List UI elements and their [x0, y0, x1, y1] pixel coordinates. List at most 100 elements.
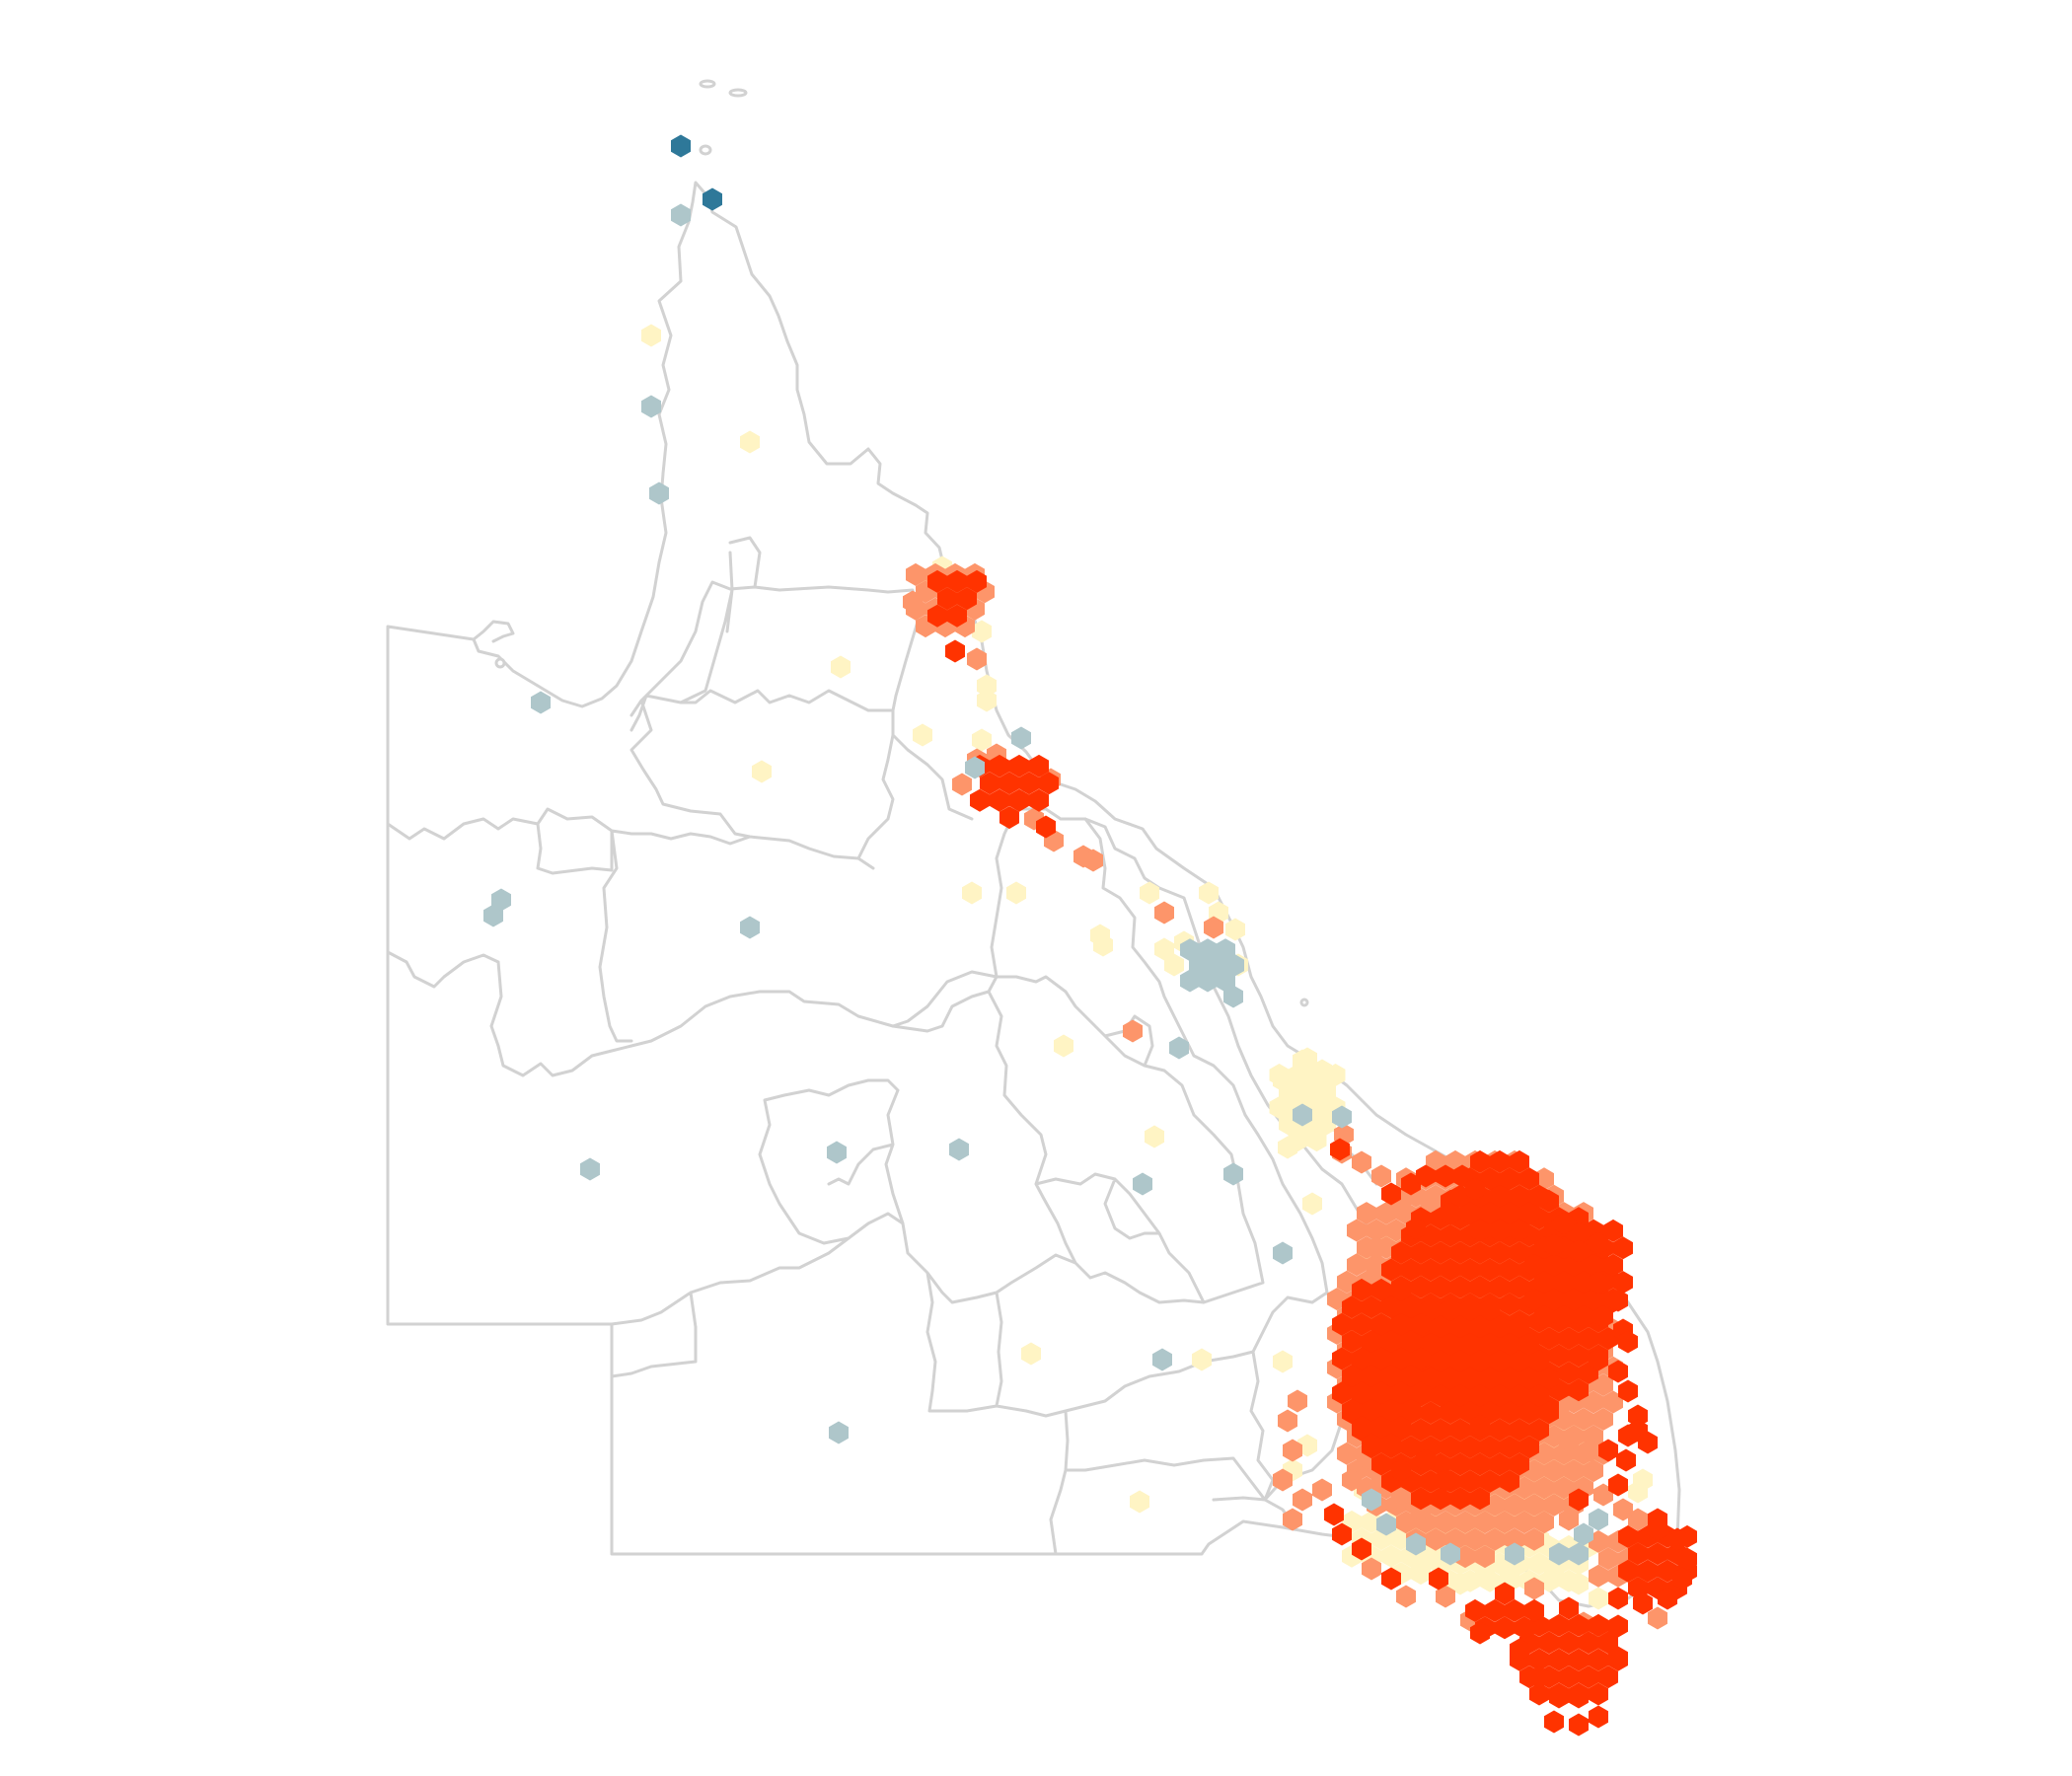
hexbin-red — [1569, 1378, 1589, 1402]
hexbin-salmon — [1564, 1459, 1584, 1483]
hexbin-red — [1667, 1527, 1687, 1551]
hexbin-cream — [1273, 1069, 1293, 1092]
hexbin-red — [1470, 1350, 1490, 1373]
hexbin-red — [990, 754, 1009, 777]
hexbin-red — [1534, 1271, 1554, 1295]
hexbin-red — [1584, 1253, 1603, 1277]
hexbin-red — [1371, 1452, 1391, 1476]
hexbin-red — [990, 788, 1009, 812]
hexbin-red — [1352, 1347, 1371, 1370]
hexbin-red — [1332, 1312, 1352, 1336]
hexbin-red — [1490, 1275, 1510, 1298]
hexbin-red — [1608, 1473, 1628, 1497]
hexbin-red — [1411, 1275, 1431, 1298]
hexbin-salmon — [1312, 1478, 1332, 1502]
hexbin-cream — [1589, 1587, 1608, 1610]
hexbin-red — [1441, 1202, 1460, 1225]
hexbin-red — [1342, 1364, 1362, 1387]
hexbin-grey-blue — [491, 888, 511, 912]
hexbin-red — [1579, 1665, 1598, 1689]
hexbin-red — [1470, 1149, 1490, 1173]
hexbin-red — [1332, 1347, 1352, 1370]
hexbin-red — [1450, 1383, 1470, 1407]
hexbin-red — [1608, 1614, 1628, 1638]
hexbin-red — [1559, 1631, 1579, 1655]
hexbin-red — [945, 639, 965, 663]
hexbin-red — [1589, 1231, 1608, 1255]
hexbin-red — [1569, 1488, 1589, 1512]
hexbin-salmon — [1342, 1468, 1362, 1492]
hexbin-salmon — [1593, 1373, 1613, 1397]
hexbin-red — [1039, 772, 1059, 795]
hexbin-grey-blue — [1180, 969, 1200, 993]
hexbin-red — [1431, 1241, 1450, 1265]
hexbin-grey-blue — [1376, 1513, 1396, 1536]
hexbin-red — [1510, 1350, 1529, 1373]
hexbin-grey-blue — [1011, 726, 1031, 750]
hexbin-red — [1490, 1315, 1510, 1339]
hexbin-red — [1608, 1289, 1628, 1312]
hexbin-red — [1524, 1253, 1544, 1277]
hexbin-grey-blue — [1198, 938, 1218, 962]
hexbin-red — [1510, 1383, 1529, 1407]
hexbin-red — [1401, 1436, 1421, 1459]
hexbin-red — [1618, 1559, 1638, 1583]
hexbin-salmon — [1524, 1493, 1544, 1517]
hexbin-grey-blue — [1223, 985, 1243, 1008]
hexbin-red — [1391, 1381, 1411, 1405]
hexbin-red — [1391, 1278, 1411, 1301]
hexbin-red — [1554, 1271, 1574, 1295]
hexbin-red — [1554, 1304, 1574, 1328]
hexbin-red — [1470, 1275, 1490, 1298]
hexbin-grey-blue — [1273, 1241, 1293, 1265]
hexbin-salmon — [1465, 1527, 1485, 1551]
hexbin-red — [1510, 1315, 1529, 1339]
hexbin-red — [1559, 1665, 1579, 1689]
hexbin-red — [1539, 1401, 1559, 1425]
hexbin-cream — [1130, 1490, 1149, 1514]
hexbin-red — [1589, 1705, 1608, 1729]
hexbin-red — [1460, 1436, 1480, 1459]
hexbin-salmon — [967, 647, 987, 671]
hexbin-red — [1352, 1278, 1371, 1301]
hexbin-grey-blue — [641, 395, 661, 418]
hexbin-grey-blue — [1293, 1103, 1312, 1127]
hexbin-red — [1450, 1418, 1470, 1442]
hexbin-red — [1490, 1350, 1510, 1373]
hexbin-red — [1564, 1288, 1584, 1311]
hexbin-red — [1529, 1665, 1549, 1689]
hexbin-red — [1480, 1469, 1500, 1493]
hexbin-red — [1495, 1616, 1515, 1640]
hexbin-red — [1391, 1347, 1411, 1370]
hexbin-salmon — [1515, 1511, 1534, 1534]
hexbin-teal — [671, 134, 691, 158]
hexbin-salmon — [1475, 1511, 1495, 1534]
hexbin-red — [1450, 1487, 1470, 1511]
hexbin-salmon — [1544, 1459, 1564, 1483]
hexbin-red — [1470, 1414, 1490, 1438]
hexbin-red — [1450, 1350, 1470, 1373]
hexbin-grey-blue — [1223, 1162, 1243, 1186]
hexbin-red — [1490, 1241, 1510, 1265]
hexbin-grey-blue — [1207, 953, 1226, 977]
hexbin-red — [1332, 1381, 1352, 1405]
hexbin-salmon — [1352, 1150, 1371, 1174]
hexbin-red — [937, 587, 957, 611]
hexbin-salmon — [1598, 1547, 1618, 1571]
hexbin-red — [1431, 1275, 1450, 1298]
hexbin-red — [1450, 1452, 1470, 1476]
hexbin-salmon — [1367, 1219, 1386, 1242]
hexbin-grey-blue — [1362, 1488, 1381, 1512]
hexbin-grey-blue — [1224, 953, 1244, 977]
hexbin-salmon — [1357, 1202, 1376, 1225]
hexbin-cream — [1316, 1079, 1336, 1103]
hexbin-red — [1436, 1468, 1455, 1492]
hexbin-salmon — [1391, 1197, 1411, 1221]
hexbin-salmon — [1436, 1585, 1455, 1608]
hexbin-red — [1342, 1295, 1362, 1319]
hexbin-red — [1411, 1347, 1431, 1370]
hexbin-red — [1500, 1258, 1519, 1282]
hexbin-red — [1352, 1416, 1371, 1440]
hexbin-salmon — [1083, 849, 1103, 872]
hexbin-red — [1352, 1381, 1371, 1405]
